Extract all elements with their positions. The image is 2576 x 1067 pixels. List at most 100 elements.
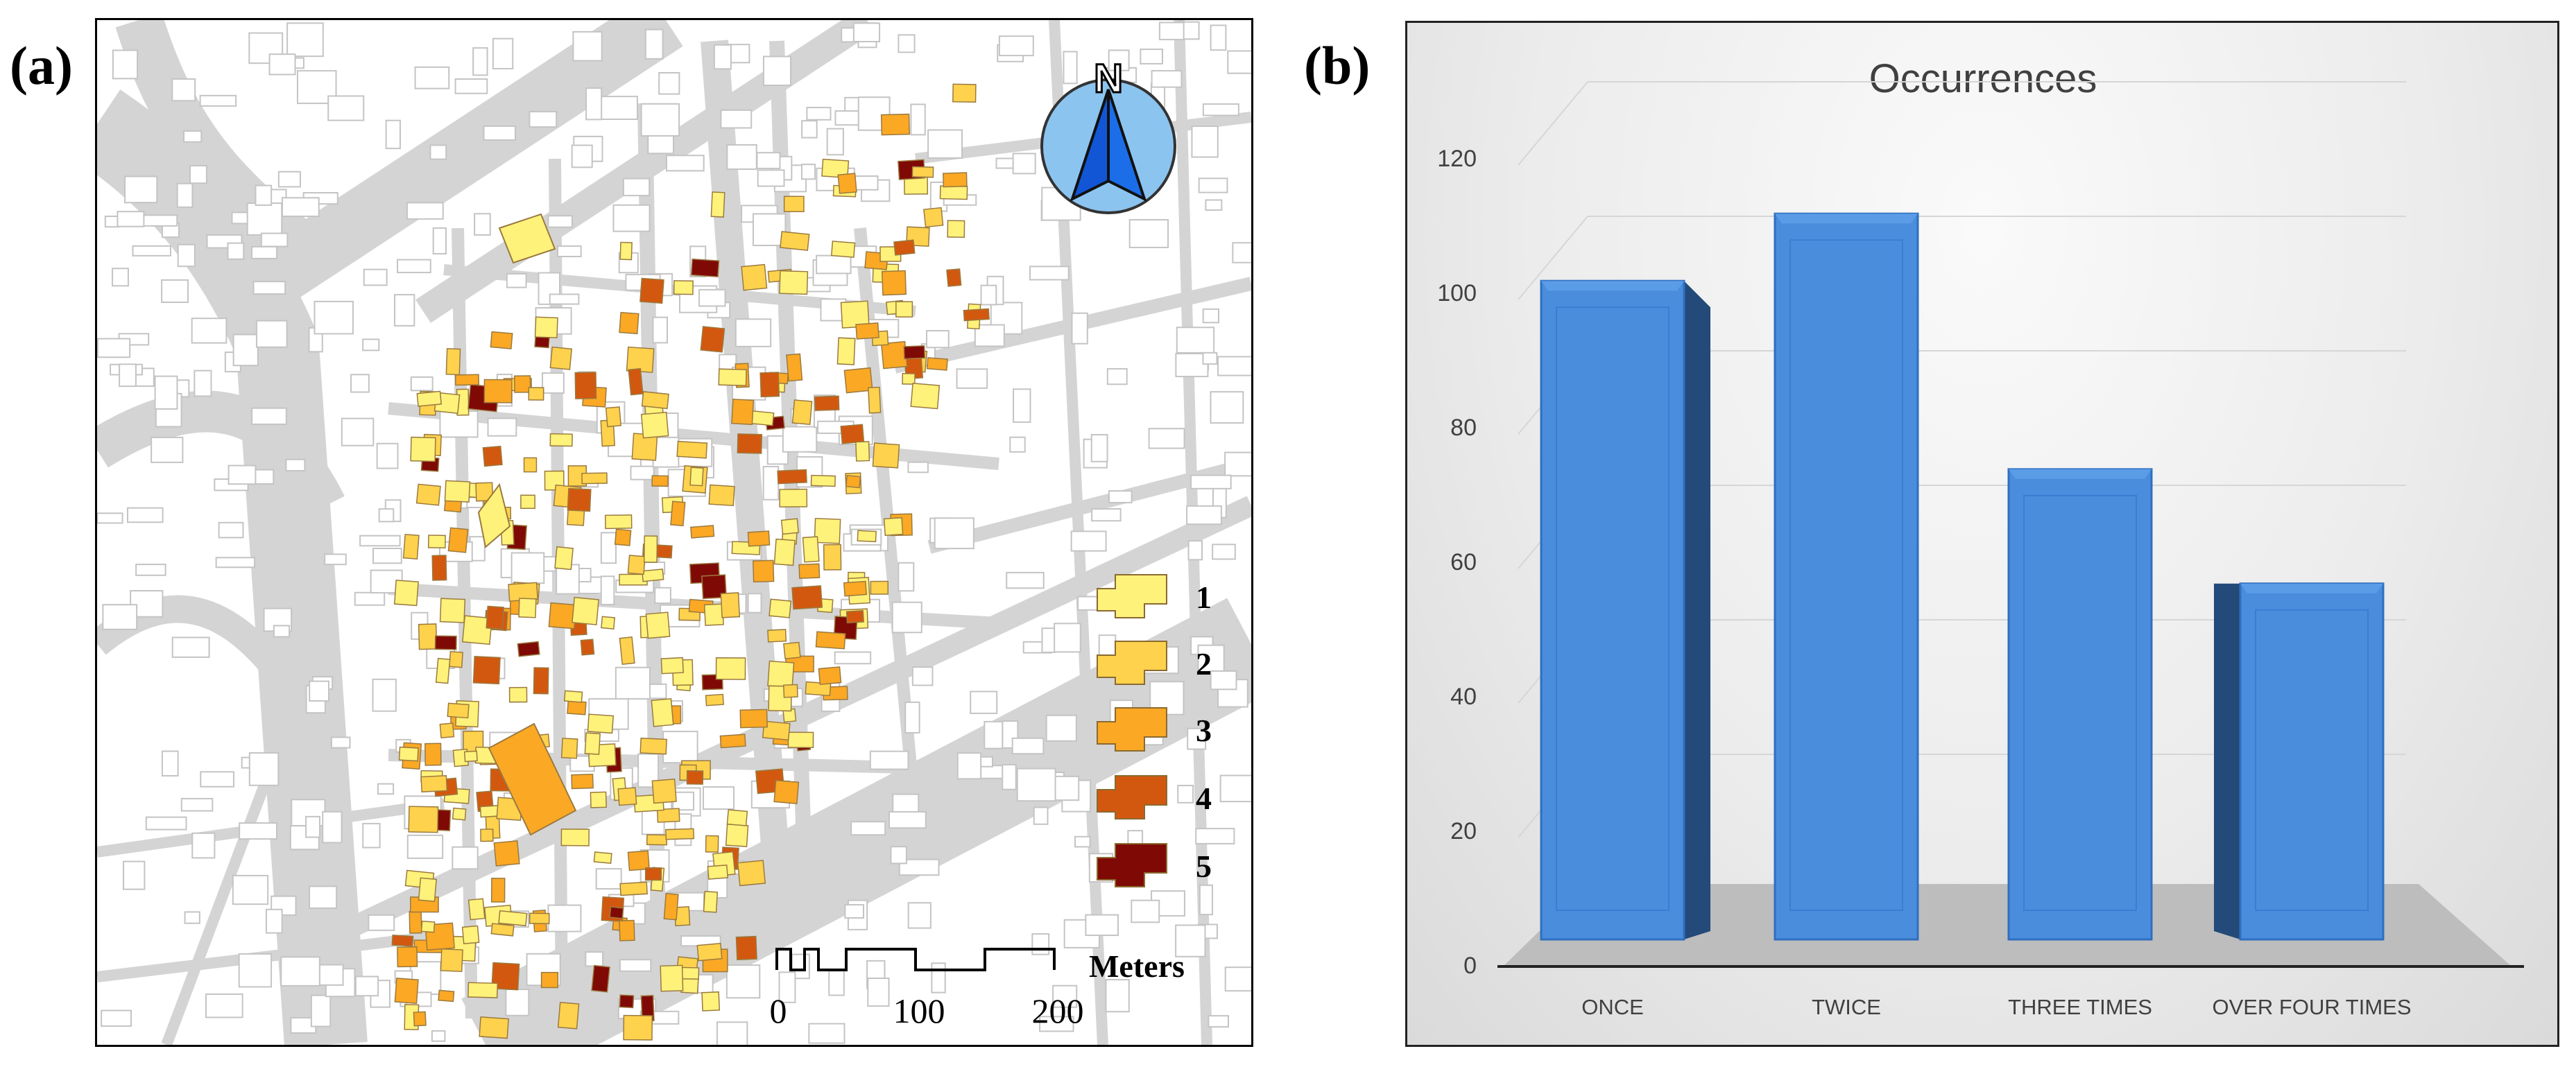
- damaged-building: [520, 494, 535, 509]
- damaged-building: [444, 480, 471, 503]
- building-outline: [314, 300, 354, 335]
- damaged-building: [759, 372, 780, 398]
- damaged-building: [725, 824, 749, 847]
- building-outline: [1071, 312, 1088, 345]
- scale-tick-100: 100: [893, 991, 945, 1030]
- building-outline: [161, 279, 189, 304]
- building-outline: [1198, 177, 1228, 193]
- damaged-building: [619, 241, 633, 261]
- damaged-building: [560, 738, 578, 759]
- building-outline: [239, 822, 278, 840]
- building-outline: [350, 374, 370, 393]
- damaged-building: [837, 173, 857, 194]
- damaged-building: [718, 368, 747, 386]
- damaged-building: [434, 635, 457, 650]
- damaged-building: [619, 636, 635, 665]
- building-outline: [716, 1021, 748, 1045]
- building-outline: [281, 197, 320, 217]
- building-outline: [273, 625, 291, 638]
- building-outline: [215, 557, 256, 569]
- building-outline: [1131, 899, 1160, 923]
- bar-inner-edge: [1789, 239, 1903, 911]
- building-outline: [454, 78, 488, 94]
- damaged-building: [549, 346, 573, 370]
- building-outline: [1045, 714, 1077, 742]
- building-outline: [1077, 596, 1099, 611]
- damaged-building: [673, 280, 694, 295]
- building-outline: [135, 564, 166, 576]
- y-tick-label: 100: [1437, 280, 1477, 306]
- building-outline: [1187, 727, 1207, 750]
- damaged-building: [461, 925, 480, 945]
- damaged-building: [646, 834, 668, 846]
- damaged-building: [880, 113, 911, 136]
- damaged-building: [939, 185, 968, 200]
- x-axis-labels: ONCE TWICE THREE TIMES OVER FOUR TIMES: [1581, 995, 2411, 1019]
- building-outline: [1031, 933, 1050, 955]
- damaged-building: [393, 580, 419, 607]
- building-outline: [1202, 308, 1220, 324]
- building-outline: [171, 636, 210, 658]
- bar-top-face: [1775, 214, 1918, 224]
- building-outline: [1140, 49, 1164, 64]
- damaged-building: [513, 375, 531, 393]
- damaged-building: [715, 657, 746, 680]
- damaged-building-large: [477, 483, 511, 548]
- building-outline: [377, 783, 395, 795]
- y-tick-label: 80: [1450, 415, 1477, 441]
- bar-side-face: [1684, 281, 1710, 939]
- building-outline: [970, 691, 998, 714]
- damaged-building: [567, 487, 592, 512]
- building-outline: [956, 368, 988, 389]
- damaged-building: [447, 702, 470, 719]
- damaged-building: [529, 912, 550, 924]
- building-outline: [572, 31, 603, 62]
- damaged-building: [660, 964, 684, 992]
- damaged-building: [435, 657, 451, 684]
- x-category-label: ONCE: [1581, 995, 1644, 1019]
- building-outline: [182, 130, 203, 143]
- damaged-building: [857, 530, 877, 543]
- building-outline: [354, 975, 379, 997]
- building-outline: [180, 797, 214, 812]
- north-arrow-label: N: [1094, 56, 1123, 101]
- damaged-building: [773, 779, 800, 804]
- damaged-building: [739, 709, 768, 729]
- building-outline: [926, 330, 950, 349]
- gridline-depth: [1518, 216, 1588, 300]
- damaged-building: [587, 713, 615, 734]
- building-outline: [910, 103, 926, 136]
- building-outline: [571, 144, 593, 168]
- damaged-building: [840, 424, 865, 444]
- building-outline: [974, 324, 1005, 347]
- building-outline: [720, 109, 753, 129]
- building-outline: [327, 95, 365, 121]
- damaged-building: [818, 666, 842, 685]
- building-outline: [585, 951, 604, 967]
- building-outline: [911, 666, 934, 686]
- building-outline: [112, 49, 139, 80]
- building-outline: [956, 752, 982, 780]
- damaged-building: [491, 962, 520, 991]
- building-outline: [161, 750, 179, 777]
- damaged-building: [572, 596, 599, 625]
- damaged-building: [391, 934, 414, 947]
- damaged-building: [773, 538, 796, 566]
- damaged-building: [741, 263, 768, 291]
- bar-top-face: [1541, 281, 1684, 291]
- building-outline: [1054, 623, 1081, 653]
- damaged-building: [438, 989, 455, 1003]
- bar-top-face: [2009, 469, 2152, 479]
- building-outline: [752, 213, 787, 246]
- damaged-building: [571, 773, 594, 790]
- building-outline: [834, 110, 861, 126]
- damaged-building: [424, 743, 442, 766]
- building-outline: [232, 874, 269, 905]
- building-outline: [665, 155, 705, 172]
- building-outline: [1186, 505, 1222, 526]
- building-outline: [1191, 125, 1219, 158]
- bar-top-face: [2240, 583, 2383, 593]
- damaged-building: [517, 641, 540, 657]
- damaged-building: [903, 345, 926, 360]
- damaged-building: [779, 488, 808, 508]
